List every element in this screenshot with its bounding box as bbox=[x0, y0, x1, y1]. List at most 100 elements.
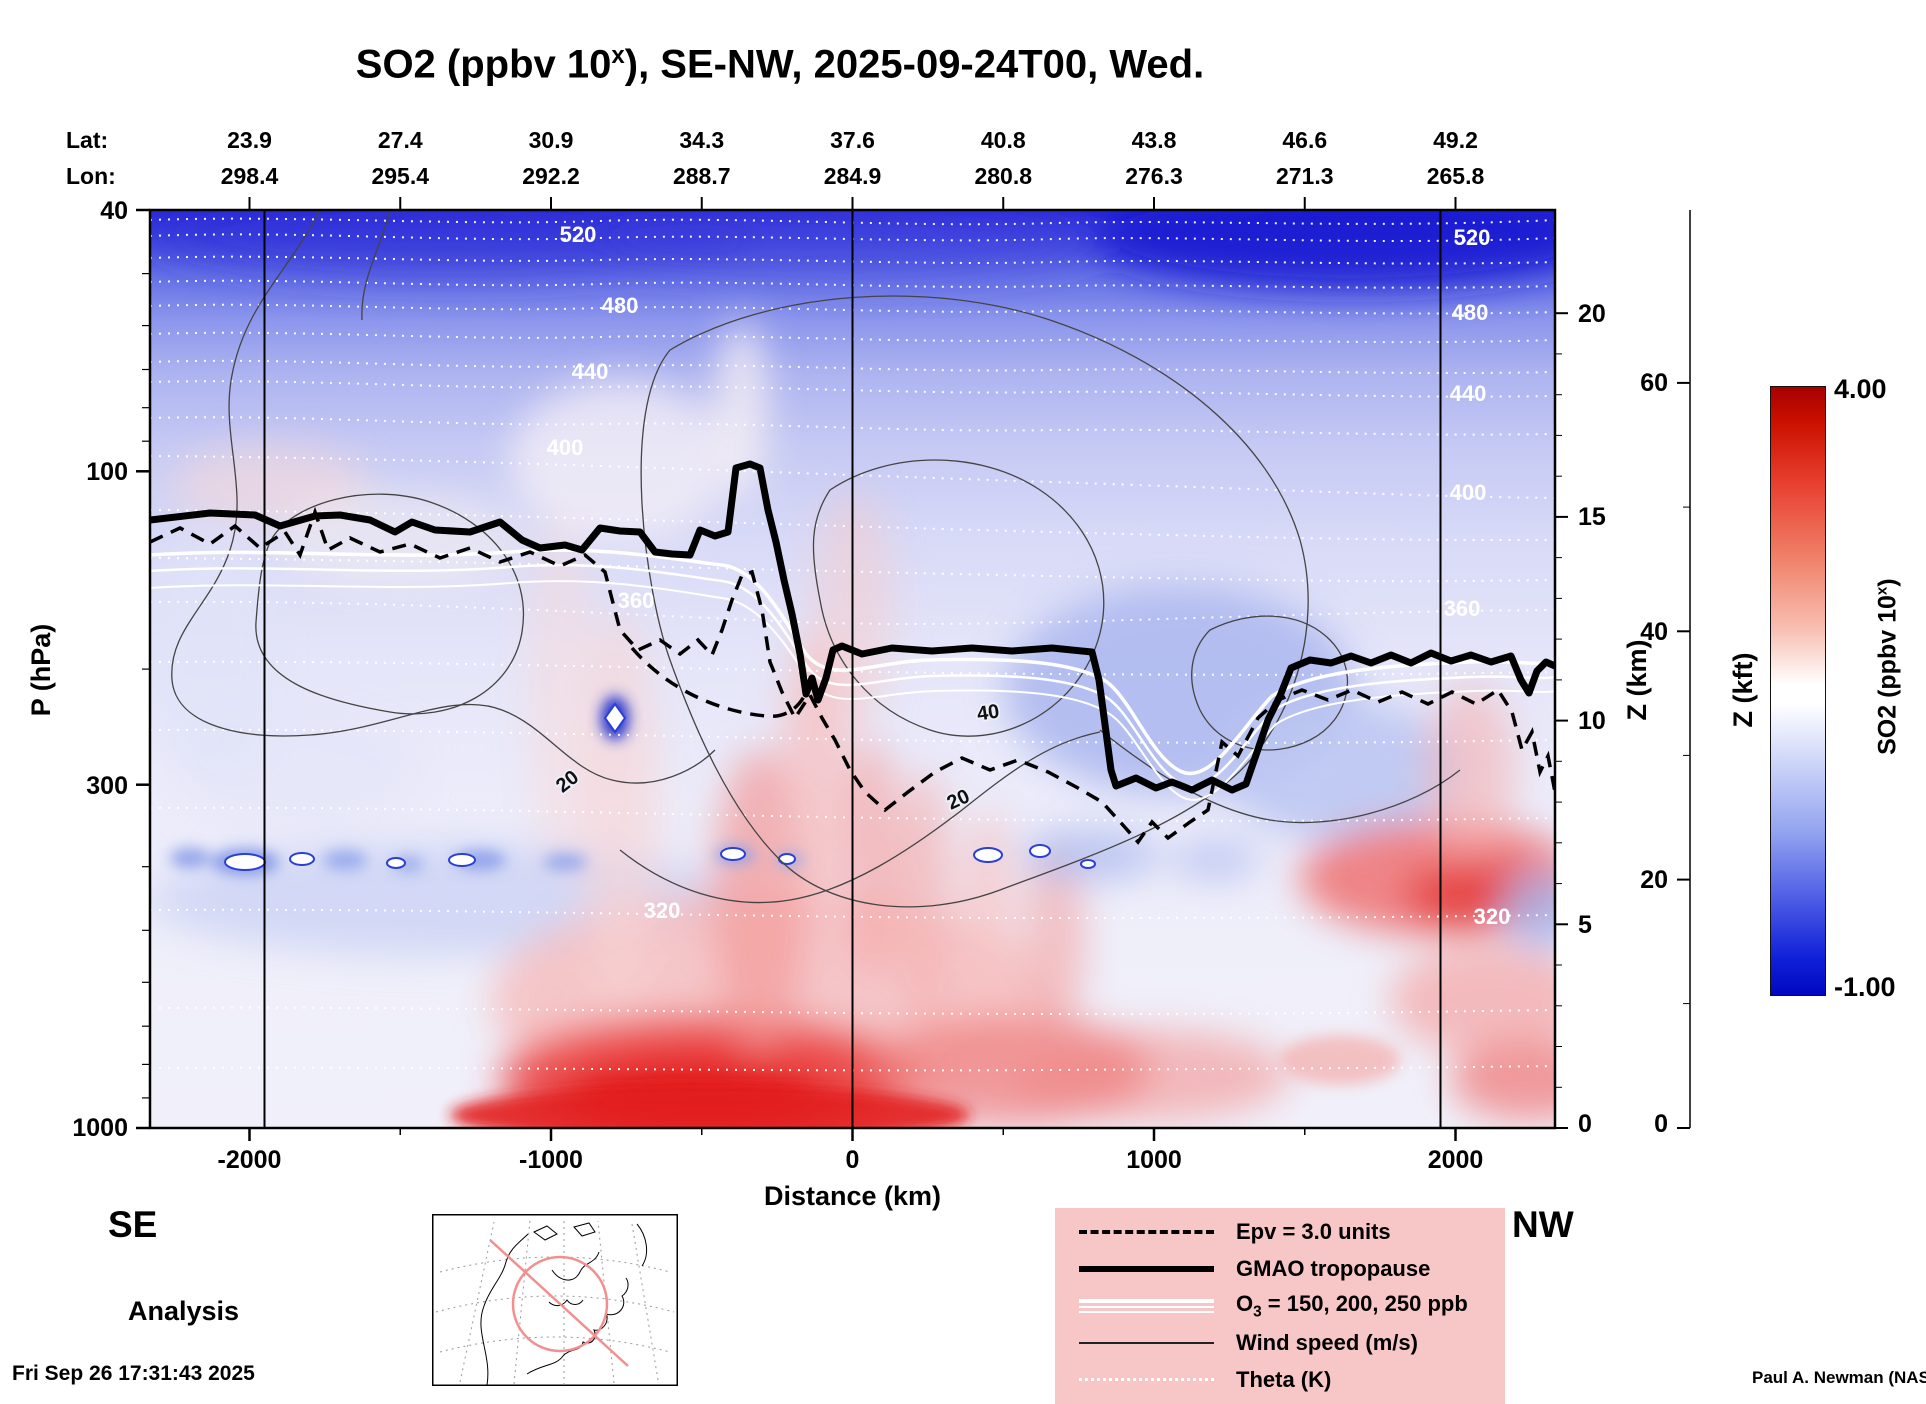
z-kft-tick-labels: 0 20 40 60 bbox=[1640, 369, 1668, 1138]
credit: Paul A. Newman (NASA bbox=[1752, 1368, 1926, 1387]
lat-value: 23.9 bbox=[227, 127, 272, 153]
lat-value: 40.8 bbox=[981, 127, 1026, 153]
theta-label-360-right: 360 bbox=[1444, 596, 1481, 621]
theta-label-400-left: 400 bbox=[547, 435, 584, 460]
endpoint-nw: NW bbox=[1512, 1204, 1574, 1245]
colorbar-title-superscript: x bbox=[1873, 586, 1891, 596]
so2-field-blobs bbox=[150, 210, 1555, 1128]
colorbar-max-label: 4.00 bbox=[1834, 374, 1887, 404]
map-section-line bbox=[489, 1239, 629, 1367]
y-axis-tick-labels: 40 100 300 1000 bbox=[72, 197, 128, 1142]
y-axis-ticks bbox=[136, 208, 150, 1130]
map-coastlines bbox=[480, 1222, 648, 1386]
epv-line-sample bbox=[1079, 1230, 1214, 1235]
x-tick: 2000 bbox=[1428, 1146, 1484, 1174]
tropopause-line bbox=[150, 460, 1555, 794]
colorbar-title-suffix: ) bbox=[1873, 578, 1902, 587]
z-km-axis-title: Z (km) bbox=[1622, 640, 1652, 721]
legend-label: Theta (K) bbox=[1236, 1366, 1332, 1392]
lon-value: 298.4 bbox=[221, 163, 279, 189]
z-km-tick-labels: 0 5 10 15 20 bbox=[1578, 300, 1606, 1138]
x-axis-tick-labels: -2000 -1000 0 1000 2000 bbox=[218, 1146, 1484, 1174]
z-km-tick: 20 bbox=[1578, 300, 1606, 328]
lat-value: 37.6 bbox=[830, 127, 875, 153]
wind-label-40: 40 bbox=[976, 701, 1001, 726]
ozone-lines-sample bbox=[1079, 1298, 1214, 1313]
theta-label-520-right: 520 bbox=[1454, 225, 1491, 250]
lon-value: 295.4 bbox=[371, 163, 429, 189]
so2-field-small-features bbox=[170, 696, 1400, 1128]
y-axis-title: P (hPa) bbox=[26, 624, 56, 717]
tropopause-line-sample bbox=[1079, 1266, 1214, 1273]
theta-label-480-right: 480 bbox=[1452, 300, 1489, 325]
legend-item-wind: Wind speed (m/s) bbox=[1055, 1326, 1505, 1360]
x-tick: 0 bbox=[846, 1146, 860, 1174]
lon-value: 284.9 bbox=[824, 163, 882, 189]
p-tick: 1000 bbox=[72, 1114, 128, 1142]
p-tick: 300 bbox=[86, 772, 128, 800]
top-axis-ticks bbox=[248, 197, 1457, 210]
z-km-axis-ticks bbox=[1555, 312, 1568, 1129]
colorbar bbox=[1770, 386, 1826, 996]
lon-value: 292.2 bbox=[522, 163, 580, 189]
title-suffix: ), SE-NW, 2025-09-24T00, Wed. bbox=[624, 42, 1205, 87]
title-prefix: SO2 (ppbv 10 bbox=[355, 42, 612, 87]
theta-label-480-left: 480 bbox=[602, 293, 639, 318]
x-tick: 1000 bbox=[1126, 1146, 1182, 1174]
z-kft-tick: 0 bbox=[1654, 1110, 1668, 1138]
z-kft-tick: 40 bbox=[1640, 618, 1668, 646]
lon-value: 280.8 bbox=[974, 163, 1032, 189]
theta-label-520-left: 520 bbox=[560, 222, 597, 247]
lat-lon-annotations: Lat: 23.9 27.4 30.9 34.3 37.6 40.8 43.8 … bbox=[66, 127, 1484, 189]
cross-section-plot: 520 520 480 480 440 440 400 400 360 360 … bbox=[26, 127, 1758, 1211]
legend-item-ozone: O3 = 150, 200, 250 ppb bbox=[1055, 1289, 1505, 1323]
theta-label-320-right: 320 bbox=[1474, 904, 1511, 929]
lat-value: 43.8 bbox=[1132, 127, 1177, 153]
lat-value: 27.4 bbox=[378, 127, 423, 153]
theta-line-sample bbox=[1079, 1378, 1214, 1382]
z-km-tick: 0 bbox=[1578, 1110, 1592, 1138]
legend-item-tropopause: GMAO tropopause bbox=[1055, 1252, 1505, 1286]
epv-contour-secondary bbox=[630, 646, 814, 718]
theta-label-440-left: 440 bbox=[572, 359, 609, 384]
legend-item-epv: Epv = 3.0 units bbox=[1055, 1215, 1505, 1249]
z-km-tick: 15 bbox=[1578, 503, 1606, 531]
map-graticule bbox=[435, 1219, 675, 1385]
legend-label: Wind speed (m/s) bbox=[1236, 1329, 1418, 1355]
lon-value: 288.7 bbox=[673, 163, 731, 189]
legend-item-theta: Theta (K) bbox=[1055, 1363, 1505, 1397]
z-kft-tick: 20 bbox=[1640, 866, 1668, 894]
map-section-circle bbox=[511, 1255, 609, 1353]
theta-label-320-left: 320 bbox=[644, 898, 681, 923]
lat-value: 49.2 bbox=[1433, 127, 1478, 153]
legend-label: Epv = 3.0 units bbox=[1236, 1219, 1391, 1245]
lon-row-label: Lon: bbox=[66, 163, 116, 189]
x-axis-ticks bbox=[248, 1128, 1457, 1141]
lon-value: 271.3 bbox=[1276, 163, 1334, 189]
x-axis-title: Distance (km) bbox=[764, 1181, 941, 1211]
theta-label-400-right: 400 bbox=[1450, 480, 1487, 505]
z-km-tick: 5 bbox=[1578, 911, 1592, 939]
theta-contour-labels: 520 520 480 480 440 440 400 400 360 360 … bbox=[547, 222, 1511, 929]
p-tick: 40 bbox=[100, 197, 128, 225]
lat-row-label: Lat: bbox=[66, 127, 108, 153]
z-kft-axis-title: Z (kft) bbox=[1728, 653, 1758, 728]
theta-contours bbox=[150, 217, 1555, 1072]
x-tick: -1000 bbox=[519, 1146, 583, 1174]
wind-line-sample bbox=[1079, 1341, 1214, 1344]
analysis-label: Analysis bbox=[128, 1296, 240, 1326]
legend: Epv = 3.0 units GMAO tropopause O3 = 150… bbox=[1055, 1208, 1505, 1404]
ozone-contours bbox=[150, 548, 1555, 801]
lon-value: 276.3 bbox=[1125, 163, 1183, 189]
colorbar-title: SO2 (ppbv 10x) bbox=[1873, 502, 1902, 832]
colorbar-min-label: -1.00 bbox=[1834, 972, 1896, 1002]
endpoint-se: SE bbox=[108, 1204, 158, 1245]
lon-value: 265.8 bbox=[1427, 163, 1485, 189]
z-kft-axis bbox=[1677, 210, 1691, 1129]
title-superscript: x bbox=[611, 42, 625, 69]
p-tick: 100 bbox=[86, 458, 128, 486]
reference-lines bbox=[263, 210, 1442, 1128]
section-location-map bbox=[432, 1214, 678, 1386]
z-km-tick: 10 bbox=[1578, 707, 1606, 735]
